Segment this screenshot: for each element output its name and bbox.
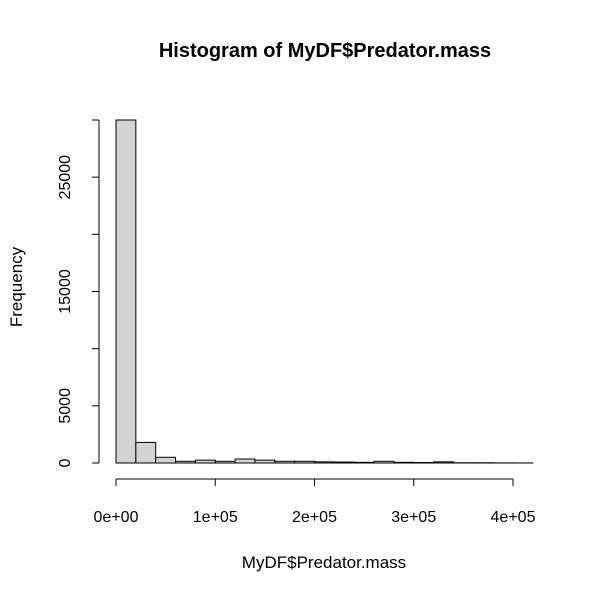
- x-tick-label: 2e+05: [292, 509, 337, 526]
- histogram-bar: [393, 461, 415, 464]
- histogram-bar: [234, 458, 256, 464]
- histogram-bar: [194, 459, 216, 464]
- histogram-bar: [333, 461, 355, 464]
- y-tick-label: 15000: [57, 269, 74, 314]
- histogram-bar: [175, 460, 196, 464]
- x-tick-label: 3e+05: [391, 509, 436, 526]
- y-axis: 0 5000 15000 25000: [57, 119, 100, 467]
- x-tick-label: 0e+00: [94, 509, 139, 526]
- x-tick-label: 1e+05: [193, 509, 238, 526]
- histogram-bar: [254, 459, 276, 464]
- x-axis: 0e+00 1e+05 2e+05 3e+05 4e+05: [94, 478, 536, 526]
- histogram-bar: [433, 461, 454, 464]
- histogram-bar: [155, 456, 177, 464]
- x-axis-label: MyDF$Predator.mass: [242, 553, 406, 572]
- histogram-bar: [214, 460, 236, 464]
- y-tick-label: 5000: [57, 388, 74, 424]
- histogram-bar: [294, 460, 315, 464]
- y-axis-label: Frequency: [7, 246, 26, 327]
- x-tick-label: 4e+05: [491, 509, 536, 526]
- histogram-bar: [274, 460, 296, 464]
- histogram-bar: [115, 119, 137, 464]
- histogram-bar: [373, 460, 395, 464]
- histogram-bar: [135, 441, 157, 464]
- histogram-bar: [353, 461, 375, 464]
- y-tick-label: 25000: [57, 155, 74, 200]
- y-tick-label: 0: [57, 458, 74, 467]
- chart-title: Histogram of MyDF$Predator.mass: [159, 40, 491, 62]
- histogram-bar: [314, 461, 335, 464]
- histogram-bars: [115, 119, 534, 464]
